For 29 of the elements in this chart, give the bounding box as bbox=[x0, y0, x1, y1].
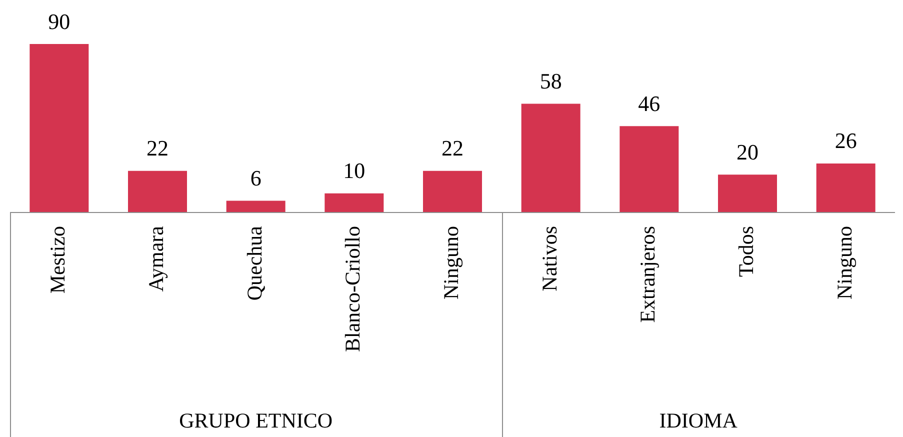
data-label: 22 bbox=[442, 136, 464, 161]
bar bbox=[620, 126, 679, 212]
x-tick-label: Aymara bbox=[144, 225, 168, 292]
bar bbox=[30, 44, 89, 212]
bar bbox=[816, 163, 876, 212]
text: IDIOMA bbox=[659, 408, 738, 433]
data-label: 10 bbox=[343, 158, 366, 184]
x-tick-label: Mestizo bbox=[46, 226, 70, 294]
x-tick-label: Blanco-Criollo bbox=[340, 226, 365, 352]
bar bbox=[226, 200, 286, 212]
data-label: 58 bbox=[540, 68, 562, 94]
x-tick-label: Nativos bbox=[537, 226, 562, 292]
bar bbox=[521, 104, 580, 212]
data-label: 90 bbox=[48, 8, 70, 34]
x-tick-label: Ninguno bbox=[832, 226, 856, 300]
bar bbox=[324, 193, 384, 212]
x-tick-label: Todos bbox=[734, 226, 758, 278]
data-label: 6 bbox=[250, 166, 262, 191]
x-tick-label: Quechua bbox=[242, 225, 266, 301]
bar bbox=[718, 174, 777, 212]
bar bbox=[423, 170, 482, 212]
data-label: 22 bbox=[146, 136, 168, 161]
x-tick-label: Extranjeros bbox=[636, 226, 660, 323]
data-label: 46 bbox=[638, 90, 660, 116]
bar bbox=[128, 170, 187, 212]
x-tick-label: Ninguno bbox=[439, 226, 464, 300]
text: GRUPO ETNICO bbox=[179, 408, 333, 433]
data-label: 26 bbox=[834, 128, 857, 154]
data-label: 20 bbox=[736, 139, 758, 164]
